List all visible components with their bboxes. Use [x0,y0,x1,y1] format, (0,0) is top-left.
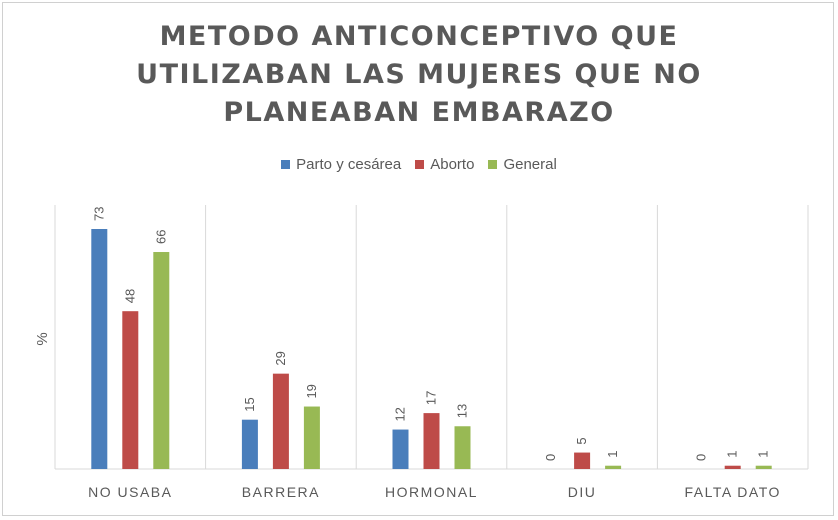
data-label: 5 [574,437,589,444]
bar-general [605,465,622,469]
x-tick-label: HORMONAL [385,484,478,500]
bar-aborto [724,465,741,469]
y-axis-label: % [34,332,51,345]
bar-parto [392,429,409,469]
bar-parto [91,229,108,469]
data-label: 29 [273,351,288,365]
bar-aborto [272,373,289,469]
x-tick-label: DIU [568,484,597,500]
data-label: 73 [91,207,106,221]
bar-general [153,252,170,469]
bar-parto [241,419,258,469]
chart-title: METODO ANTICONCEPTIVO QUE UTILIZABAN LAS… [0,18,838,132]
data-label: 13 [455,404,470,418]
title-line-1: METODO ANTICONCEPTIVO QUE [159,21,679,52]
data-label: 1 [756,450,771,457]
data-label: 12 [393,407,408,421]
data-label: 0 [694,454,709,461]
data-label: 19 [304,384,319,398]
legend-label-general: General [503,156,557,173]
bar-aborto [574,452,591,469]
bar-general [755,465,772,469]
legend-swatch-parto [281,160,291,169]
data-label: 15 [242,397,257,411]
bar-general [303,406,320,469]
legend-item-general: General [488,156,557,173]
data-label: 17 [424,391,439,405]
chart-legend: Parto y cesárea Aborto General [0,156,838,173]
legend-item-aborto: Aborto [415,156,474,173]
bar-general [454,426,471,469]
legend-swatch-general [488,160,498,169]
data-label: 48 [122,289,137,303]
x-tick-label: FALTA DATO [684,484,780,500]
data-label: 0 [543,454,558,461]
bar-aborto [122,311,139,469]
bar-aborto [423,413,440,469]
legend-item-parto: Parto y cesárea [281,156,401,173]
x-tick-label: BARRERA [242,484,320,500]
data-label: 1 [605,450,620,457]
legend-swatch-aborto [415,160,425,169]
data-label: 66 [153,230,168,244]
data-label: 1 [725,450,740,457]
legend-label-aborto: Aborto [430,156,475,173]
legend-label-parto: Parto y cesárea [296,156,402,173]
title-line-2: UTILIZABAN LAS MUJERES QUE NO [136,59,702,90]
x-tick-label: NO USABA [88,484,172,500]
title-line-3: PLANEABAN EMBARAZO [223,97,615,128]
